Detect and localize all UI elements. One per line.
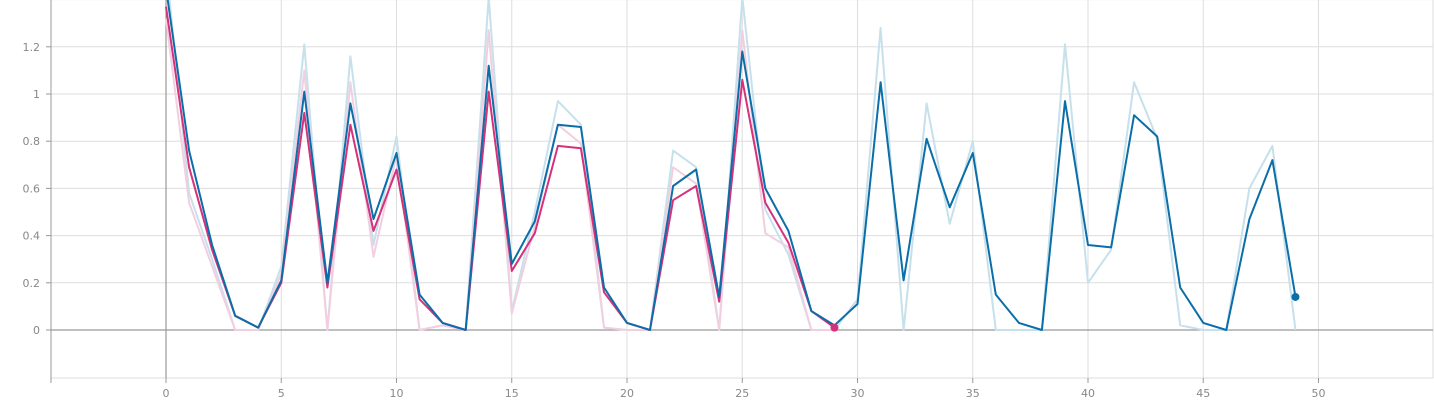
x-tick-label: 20 xyxy=(620,387,634,400)
smoothed-series-line xyxy=(166,0,1297,331)
y-tick-label: 1.2 xyxy=(23,41,41,54)
x-tick-label: 45 xyxy=(1196,387,1210,400)
y-tick-label: 0.8 xyxy=(23,135,41,148)
x-tick-label: 30 xyxy=(851,387,865,400)
x-tick-label: 15 xyxy=(505,387,519,400)
x-tick-label: 5 xyxy=(278,387,285,400)
y-tick-label: 0.4 xyxy=(23,230,41,243)
x-tick-label: 25 xyxy=(735,387,749,400)
x-tick-label: 35 xyxy=(966,387,980,400)
series-end-marker[interactable] xyxy=(1291,292,1300,301)
x-tick-label: 40 xyxy=(1081,387,1095,400)
label-layer: 0 0.2 0.4 0.6 0.8 1 1.2 0 5 10 15 20 25 30 35 40 45 50 xyxy=(23,41,1326,400)
y-tick-label: 0.6 xyxy=(23,182,41,195)
x-tick-label: 50 xyxy=(1312,387,1326,400)
y-tick-label: 1 xyxy=(33,88,40,101)
y-tick-label: 0 xyxy=(33,324,40,337)
marker-layer xyxy=(830,292,1300,332)
series-layer xyxy=(165,0,1297,331)
x-tick-label: 0 xyxy=(163,387,170,400)
x-tick-label: 10 xyxy=(390,387,404,400)
y-tick-label: 0.2 xyxy=(23,277,41,290)
series-end-marker[interactable] xyxy=(830,323,839,332)
